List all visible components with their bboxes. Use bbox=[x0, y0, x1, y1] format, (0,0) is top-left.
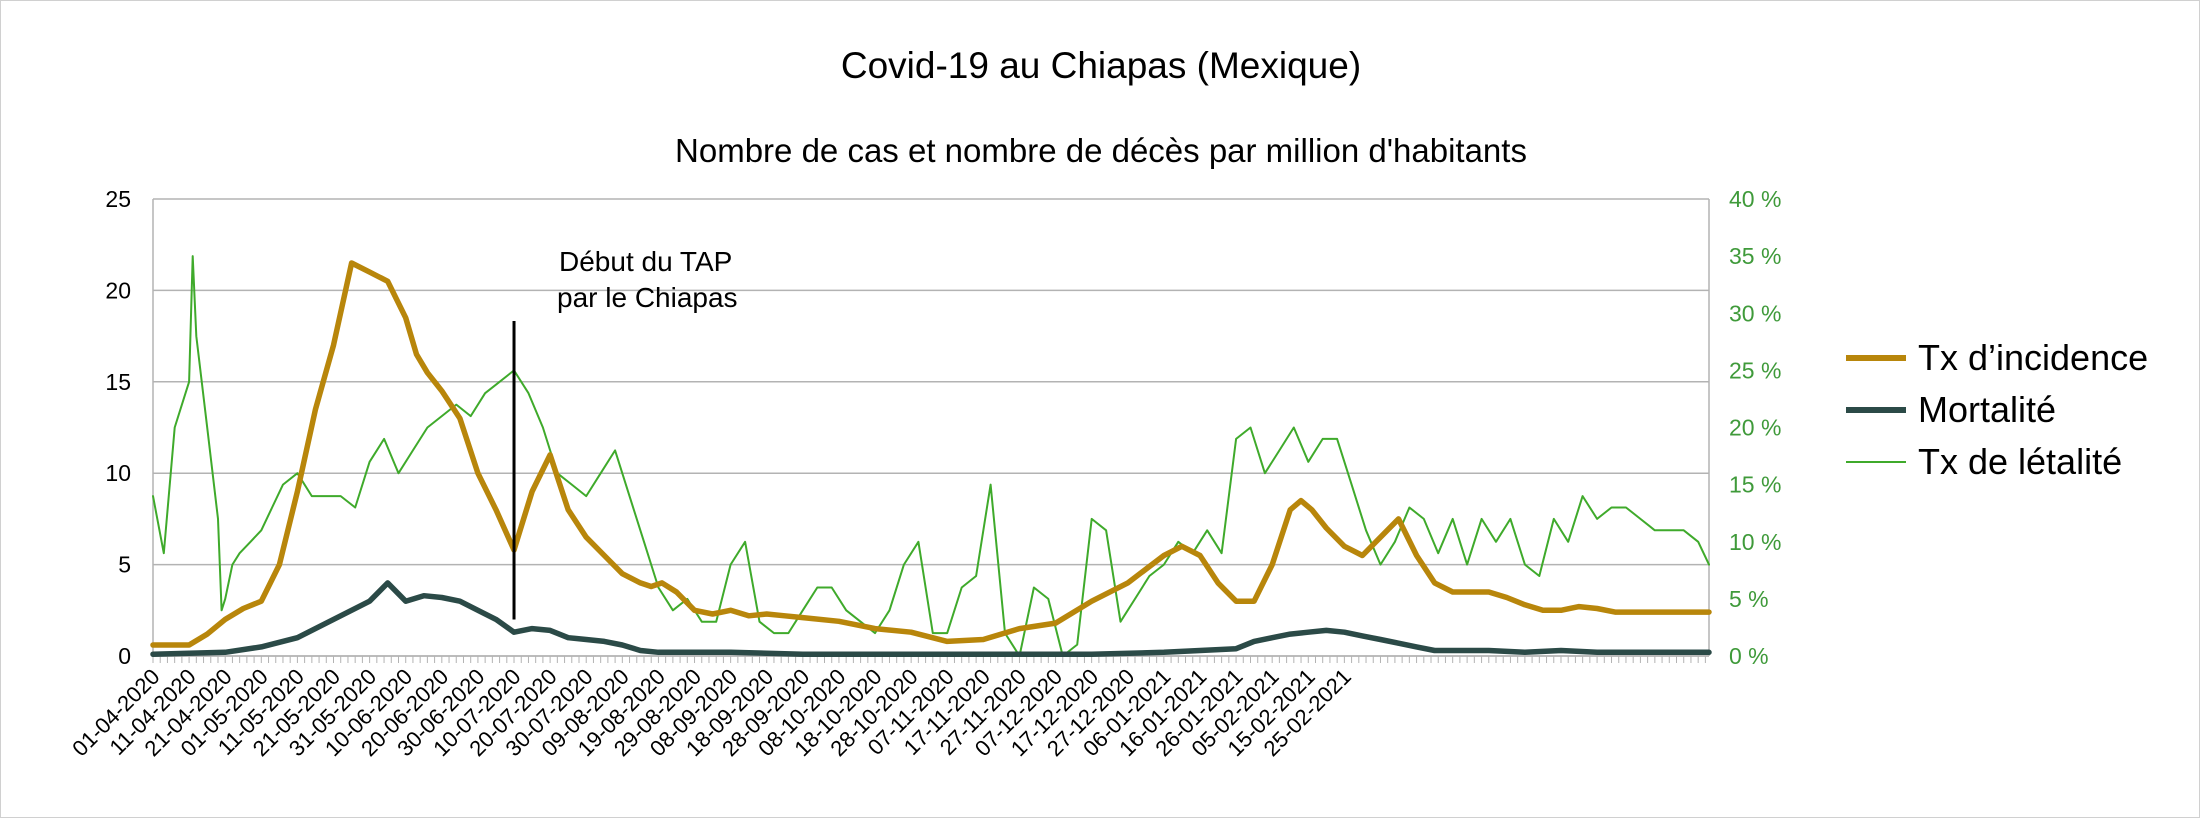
y-right-tick-label: 20 % bbox=[1729, 415, 1781, 441]
series-line-1 bbox=[150, 580, 1712, 657]
annotation-line1-text: Début du TAP bbox=[559, 246, 732, 277]
y-left-tick-label: 15 bbox=[105, 369, 131, 395]
y-right-tick-label: 0 % bbox=[1729, 643, 1769, 669]
y-right-tick-label: 5 % bbox=[1729, 586, 1769, 612]
y-left-tick-label: 25 bbox=[105, 186, 131, 212]
chart-title: Covid-19 au Chiapas (Mexique) bbox=[841, 45, 1361, 86]
y-left-tick-label: 0 bbox=[118, 643, 131, 669]
y-right-tick-label: 15 % bbox=[1729, 472, 1781, 498]
chart-subtitle: Nombre de cas et nombre de décès par mil… bbox=[675, 132, 1527, 169]
series-group bbox=[150, 255, 1712, 657]
series-line-2 bbox=[152, 255, 1710, 657]
legend: Tx d’incidence Mortalité Tx de létalité bbox=[1846, 337, 2148, 482]
y-right-tick-label: 35 % bbox=[1729, 243, 1781, 269]
y-right-tick-label: 40 % bbox=[1729, 186, 1781, 212]
y-left-tick-label: 5 bbox=[118, 552, 131, 578]
legend-label-1: Mortalité bbox=[1918, 389, 2056, 430]
y-axis-left-ticks: 0 5 10 15 20 25 bbox=[105, 186, 131, 669]
annotation: Début du TAP par le Chiapas bbox=[512, 246, 738, 620]
y-right-tick-label: 10 % bbox=[1729, 529, 1781, 555]
annotation-line2-text: par le Chiapas bbox=[557, 282, 738, 313]
legend-label-0: Tx d’incidence bbox=[1918, 337, 2148, 378]
x-axis-ticks: 01-04-202011-04-202021-04-202001-05-2020… bbox=[67, 664, 1356, 761]
series-line-0 bbox=[150, 260, 1712, 648]
y-left-tick-label: 10 bbox=[105, 460, 131, 486]
legend-label-2: Tx de létalité bbox=[1918, 441, 2122, 482]
y-left-tick-label: 20 bbox=[105, 277, 131, 303]
y-right-tick-label: 25 % bbox=[1729, 357, 1781, 383]
y-right-tick-label: 30 % bbox=[1729, 300, 1781, 326]
y-axis-right-ticks: 0 % 5 % 10 % 15 % 20 % 25 % 30 % 35 % 40 % bbox=[1729, 186, 1781, 669]
